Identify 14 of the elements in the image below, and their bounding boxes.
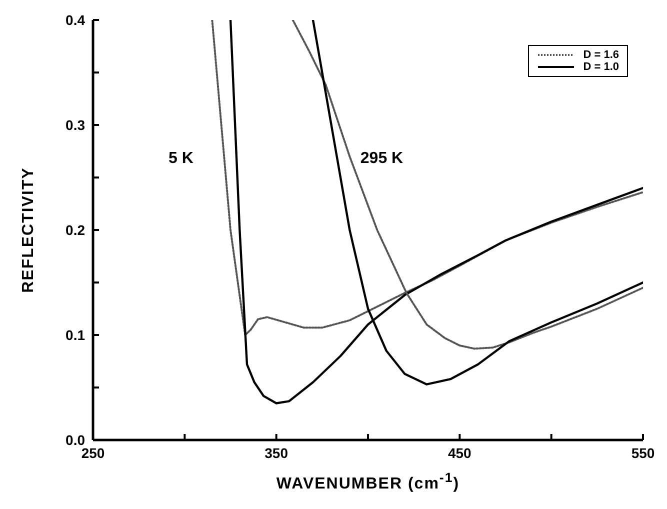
annotation: 5 K xyxy=(168,150,194,167)
y-axis-title: REFLECTIVITY xyxy=(20,167,38,293)
legend-label: D = 1.0 xyxy=(583,61,619,73)
line-series xyxy=(229,20,643,404)
y-tick-label: 0.1 xyxy=(66,326,86,343)
x-tick-label: 550 xyxy=(631,444,655,461)
y-tick-label: 0.2 xyxy=(66,222,86,238)
y-tick-label: 0.4 xyxy=(66,12,86,28)
y-tick-label: 0.3 xyxy=(66,116,86,133)
x-tick-label: 450 xyxy=(448,444,472,461)
x-tick-label: 350 xyxy=(264,444,288,461)
x-axis-title: WAVENUMBER (cm$^{-1}$) xyxy=(275,470,461,494)
legend-label: D = 1.6 xyxy=(583,49,619,61)
annotation: 295 K xyxy=(360,150,404,167)
